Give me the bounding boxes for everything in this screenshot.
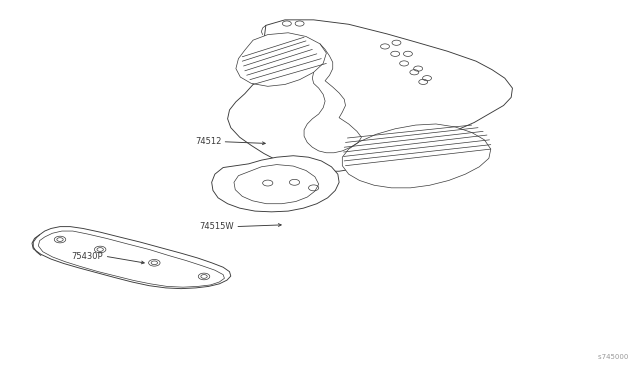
Text: s745000: s745000 <box>598 353 629 359</box>
Text: 74512: 74512 <box>195 137 221 146</box>
Text: 75430P: 75430P <box>72 251 103 261</box>
Polygon shape <box>236 33 326 86</box>
Polygon shape <box>234 164 319 204</box>
Polygon shape <box>32 227 231 289</box>
Polygon shape <box>38 231 225 287</box>
Polygon shape <box>342 124 491 188</box>
Text: 74515W: 74515W <box>199 222 234 231</box>
Polygon shape <box>212 156 339 212</box>
Polygon shape <box>228 20 513 171</box>
